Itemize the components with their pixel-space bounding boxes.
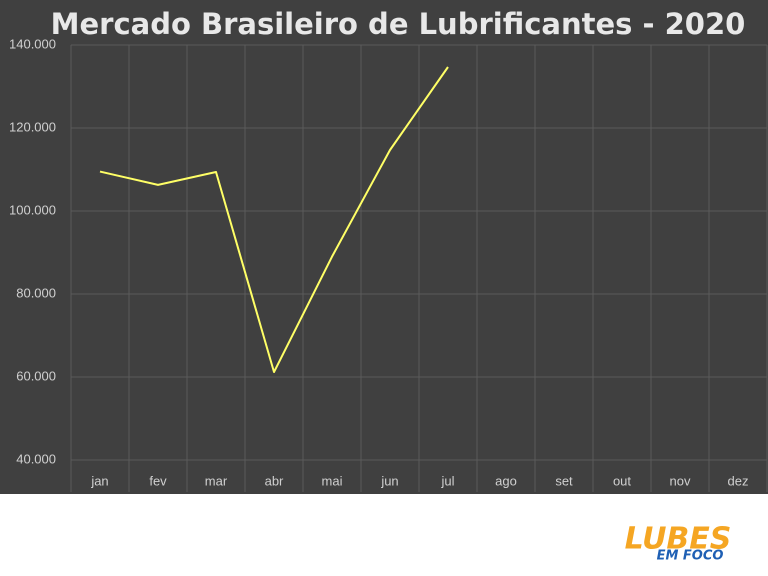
y-tick-label: 100.000 xyxy=(9,202,56,217)
x-tick-label: mar xyxy=(205,473,228,488)
x-tick-label: nov xyxy=(670,473,691,488)
x-tick-label: set xyxy=(555,473,573,488)
x-tick-label: out xyxy=(613,473,631,488)
x-tick-label: dez xyxy=(728,473,749,488)
logo-name: LUBES xyxy=(625,522,732,557)
logo-tagline: EM FOCO xyxy=(657,549,724,564)
y-tick-label: 140.000 xyxy=(9,36,56,51)
x-tick-label: ago xyxy=(495,473,517,488)
y-tick-label: 120.000 xyxy=(9,119,56,134)
x-tick-label: mai xyxy=(322,473,343,488)
x-tick-label: jan xyxy=(90,473,108,488)
data-line xyxy=(99,66,449,374)
x-tick-label: abr xyxy=(265,473,284,488)
y-tick-label: 60.000 xyxy=(16,368,56,383)
x-tick-label: fev xyxy=(149,473,167,488)
y-tick-label: 80.000 xyxy=(16,285,56,300)
x-tick-label: jun xyxy=(380,473,398,488)
y-tick-label: 40.000 xyxy=(16,451,56,466)
chart-title: Mercado Brasileiro de Lubrificantes - 20… xyxy=(51,7,746,41)
chart-background xyxy=(0,0,768,494)
x-tick-label: jul xyxy=(440,473,454,488)
